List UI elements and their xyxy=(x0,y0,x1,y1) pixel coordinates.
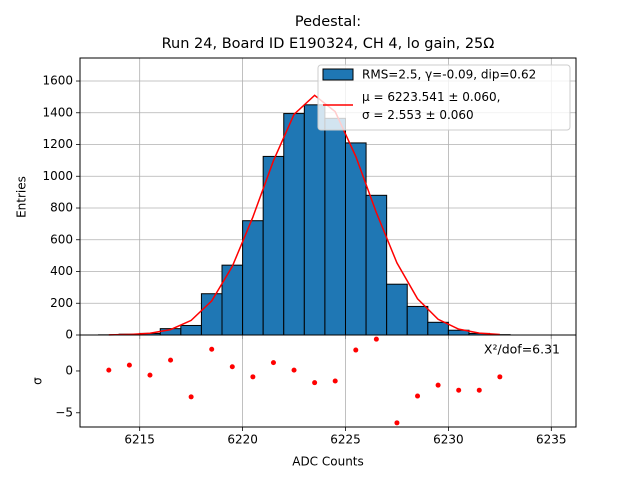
grid xyxy=(139,335,552,427)
histogram-bar xyxy=(180,324,202,336)
residual-point xyxy=(209,346,215,352)
residual-point xyxy=(229,364,235,370)
residual-point xyxy=(353,347,359,353)
legend-label: μ = 6223.541 ± 0.060, σ = 2.553 ± 0.060 xyxy=(362,90,500,122)
residual-point xyxy=(270,360,276,366)
histogram-bar xyxy=(427,321,449,336)
y-tick-label: 400 xyxy=(50,264,73,278)
y-tick-label: −5 xyxy=(55,405,73,419)
y-tick-label: 1200 xyxy=(42,137,73,151)
histogram-bar xyxy=(344,142,367,336)
legend: RMS=2.5, γ=-0.09, dip=0.62 μ = 6223.541 ±… xyxy=(317,64,571,131)
y-tick-label: 1400 xyxy=(42,105,73,119)
x-tick-label: 6225 xyxy=(330,433,361,447)
x-tick-label: 6220 xyxy=(227,433,258,447)
axes-frame xyxy=(79,334,577,428)
fit-line xyxy=(108,94,500,336)
annotation: X²/dof=6.31 xyxy=(484,342,560,357)
legend-label: RMS=2.5, γ=-0.09, dip=0.62 xyxy=(362,68,536,82)
y-tick-label: 800 xyxy=(50,201,73,215)
histogram-bar xyxy=(283,113,305,336)
y-tick-label: 1600 xyxy=(42,74,73,88)
y-tick-label: 0 xyxy=(65,328,73,342)
y-tick-label: 600 xyxy=(50,232,73,246)
histogram-bar xyxy=(303,104,326,336)
chart-title: Pedestal: xyxy=(295,14,361,30)
residual-point xyxy=(394,420,400,426)
residual-point xyxy=(312,380,318,386)
residual-point xyxy=(332,378,338,384)
residual-point xyxy=(291,367,297,373)
y-axis-label: σ xyxy=(31,377,45,385)
histogram-bar xyxy=(324,117,346,336)
y-tick-label: 200 xyxy=(50,296,73,310)
histogram-bar xyxy=(365,194,388,336)
residual-point xyxy=(415,393,421,399)
legend-patch xyxy=(322,68,354,81)
x-tick-label: 6230 xyxy=(433,433,464,447)
histogram-bar xyxy=(386,283,408,336)
residual-point xyxy=(456,387,462,393)
x-tick-label: 6235 xyxy=(536,433,567,447)
chart-subtitle: Run 24, Board ID E190324, CH 4, lo gain,… xyxy=(162,36,495,52)
residual-point xyxy=(497,374,503,380)
y-tick-label: 1000 xyxy=(42,169,73,183)
y-tick-label: 0 xyxy=(65,363,73,377)
histogram-bar xyxy=(242,220,264,336)
y-axis-label: Entries xyxy=(15,176,29,218)
residual-point xyxy=(106,367,112,373)
residual-point xyxy=(188,394,194,400)
legend-box xyxy=(317,64,571,131)
residual-point xyxy=(373,336,379,342)
histogram-bar xyxy=(406,305,429,336)
residual-point xyxy=(147,372,153,378)
residual-point xyxy=(168,357,174,363)
residual-point xyxy=(126,362,132,368)
x-axis-label: ADC Counts xyxy=(292,455,364,469)
residual-point xyxy=(250,374,256,380)
residual-point xyxy=(476,387,482,393)
residual-point xyxy=(435,382,441,388)
x-tick-label: 6215 xyxy=(124,433,155,447)
histogram-bar xyxy=(262,155,285,336)
histogram-bar xyxy=(221,264,244,336)
